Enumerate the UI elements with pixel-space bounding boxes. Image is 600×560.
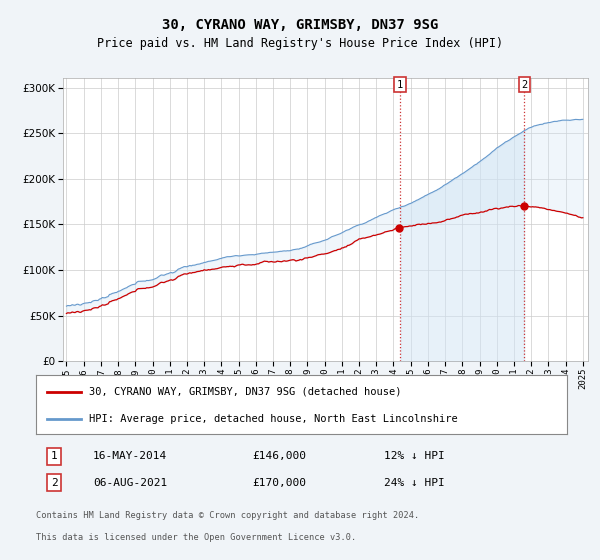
- Text: 24% ↓ HPI: 24% ↓ HPI: [384, 478, 445, 488]
- Text: £146,000: £146,000: [252, 451, 306, 461]
- Text: HPI: Average price, detached house, North East Lincolnshire: HPI: Average price, detached house, Nort…: [89, 414, 458, 424]
- Text: 2: 2: [50, 478, 58, 488]
- Text: 2: 2: [521, 80, 527, 90]
- Text: 1: 1: [397, 80, 403, 90]
- Text: 30, CYRANO WAY, GRIMSBY, DN37 9SG (detached house): 30, CYRANO WAY, GRIMSBY, DN37 9SG (detac…: [89, 386, 401, 396]
- Text: 16-MAY-2014: 16-MAY-2014: [93, 451, 167, 461]
- Text: 30, CYRANO WAY, GRIMSBY, DN37 9SG: 30, CYRANO WAY, GRIMSBY, DN37 9SG: [162, 18, 438, 32]
- Text: Price paid vs. HM Land Registry's House Price Index (HPI): Price paid vs. HM Land Registry's House …: [97, 37, 503, 50]
- Text: £170,000: £170,000: [252, 478, 306, 488]
- Text: This data is licensed under the Open Government Licence v3.0.: This data is licensed under the Open Gov…: [36, 533, 356, 542]
- Text: 12% ↓ HPI: 12% ↓ HPI: [384, 451, 445, 461]
- Text: 06-AUG-2021: 06-AUG-2021: [93, 478, 167, 488]
- Text: Contains HM Land Registry data © Crown copyright and database right 2024.: Contains HM Land Registry data © Crown c…: [36, 511, 419, 520]
- Text: 1: 1: [50, 451, 58, 461]
